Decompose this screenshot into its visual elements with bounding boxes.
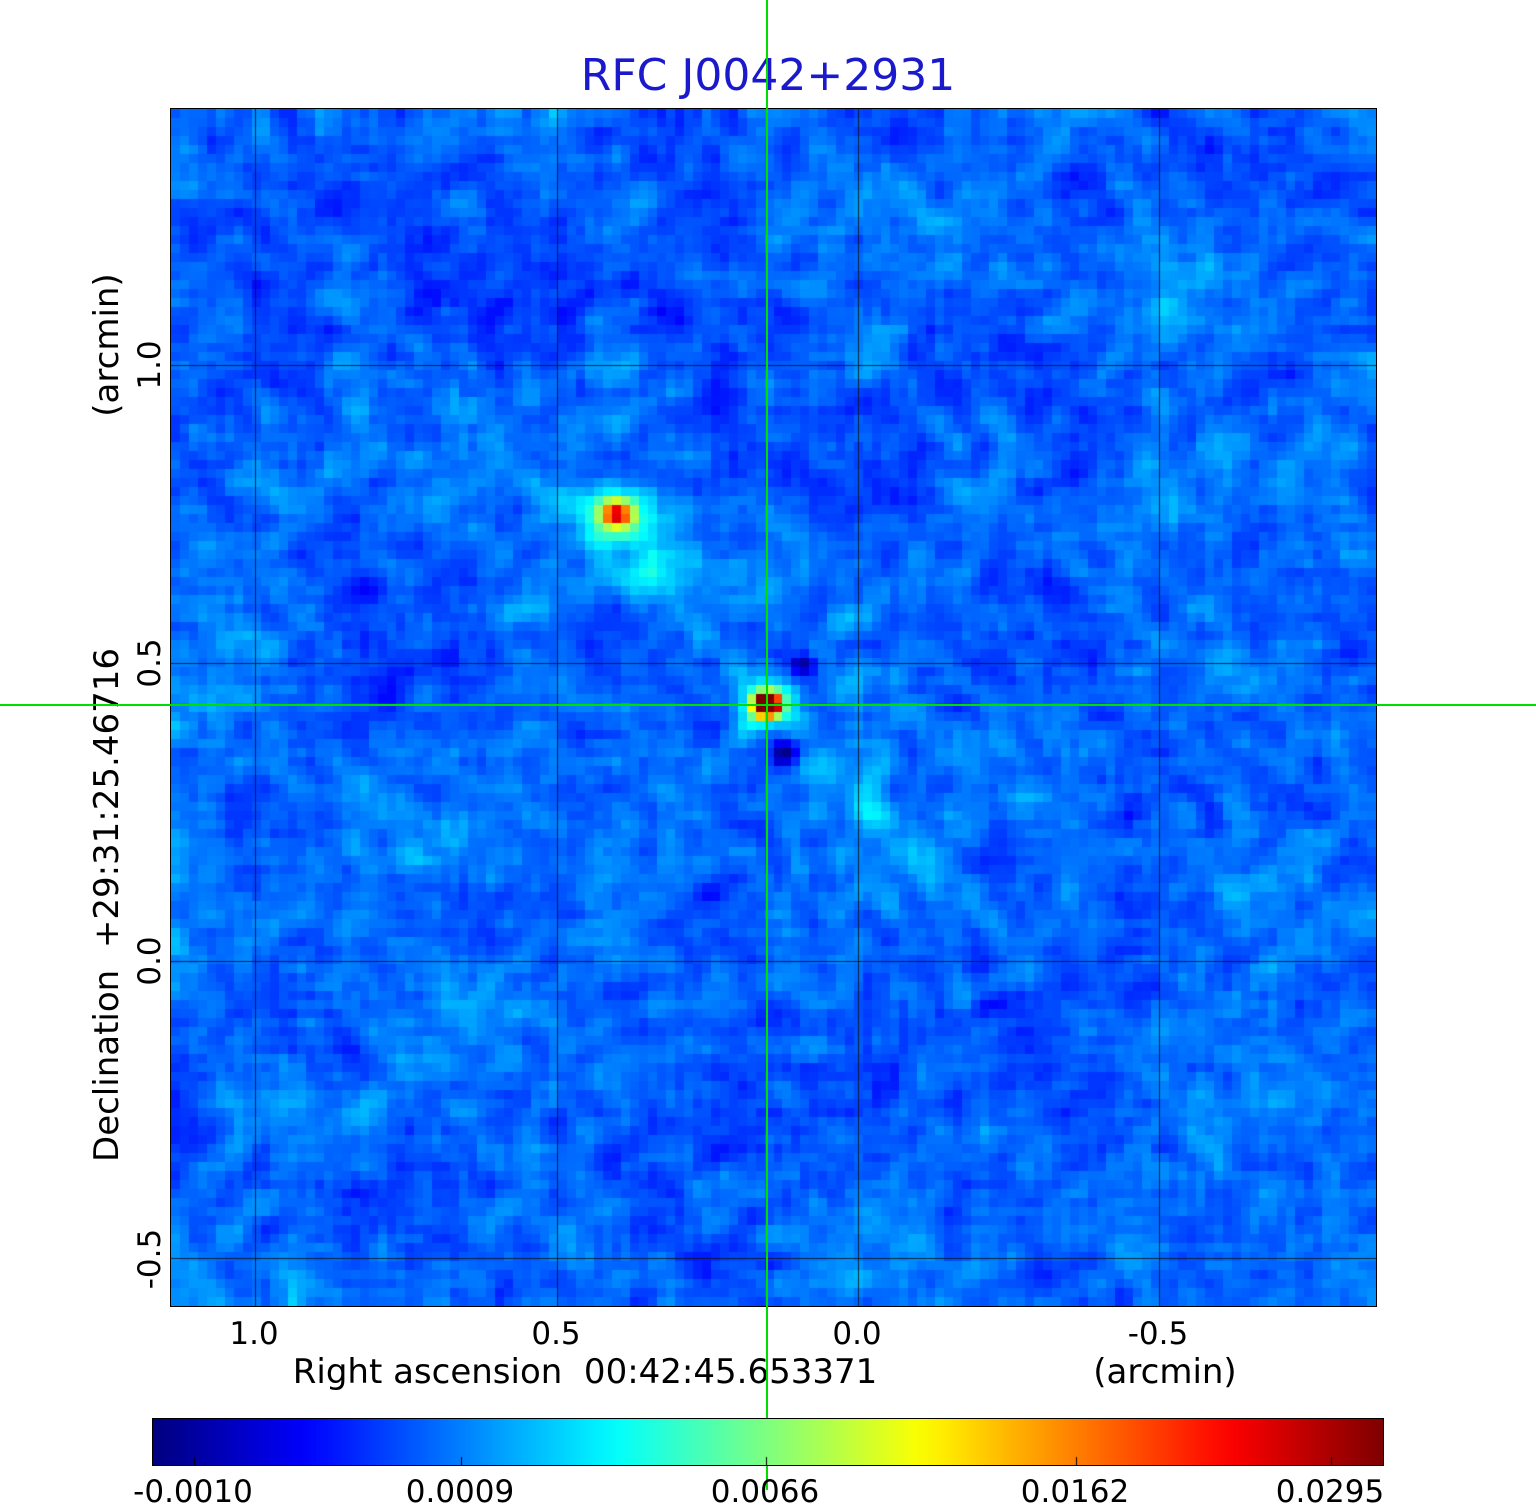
colorbar-tick-label: 0.0009 [405,1474,515,1510]
colorbar-tick-label: -0.0010 [133,1474,253,1510]
y-axis-label: Declination +29:31:25.46716 [87,648,127,1162]
y-axis-unit-label: (arcmin) [87,273,127,417]
y-tick-label: 1.0 [132,340,168,390]
x-tick-label: 1.0 [229,1316,279,1352]
colorbar-tick-label: 0.0162 [1020,1474,1130,1510]
crosshair-vertical-line [766,0,768,1490]
x-axis-unit-label: (arcmin) [1093,1352,1237,1392]
sky-map-canvas [170,108,1377,1307]
y-tick-label: 0.5 [132,638,168,688]
plot-title: RFC J0042+2931 [580,50,956,101]
colorbar-tick-label: 0.0295 [1275,1474,1385,1510]
x-tick-label: 0.0 [832,1316,882,1352]
y-tick-label: -0.5 [132,1228,168,1290]
crosshair-horizontal-line [0,704,1536,706]
x-tick-label: 0.5 [531,1316,581,1352]
y-tick-label: 0.0 [132,936,168,986]
colorbar-tick-label: 0.0066 [710,1474,820,1510]
x-tick-label: -0.5 [1127,1316,1189,1352]
colorbar-canvas [152,1418,1384,1466]
x-axis-label: Right ascension 00:42:45.653371 [292,1352,878,1392]
